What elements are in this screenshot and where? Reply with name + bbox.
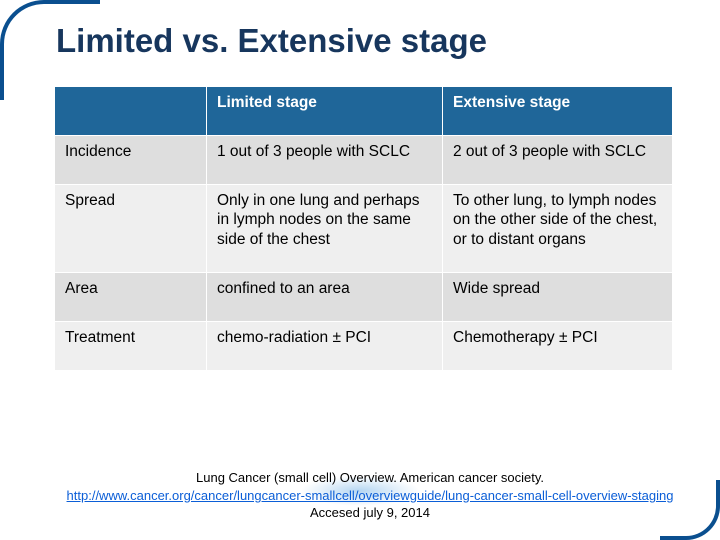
cell-extensive: 2 out of 3 people with SCLC (443, 135, 673, 184)
table-row: Area confined to an area Wide spread (55, 273, 673, 322)
cell-limited: 1 out of 3 people with SCLC (207, 135, 443, 184)
cell-extensive: Chemotherapy ± PCI (443, 321, 673, 370)
comparison-table: Limited stage Extensive stage Incidence … (54, 86, 673, 371)
citation-link[interactable]: http://www.cancer.org/cancer/lungcancer-… (67, 488, 674, 503)
row-label: Spread (55, 184, 207, 272)
table-header-row: Limited stage Extensive stage (55, 87, 673, 136)
page-title: Limited vs. Extensive stage (56, 22, 682, 60)
row-label: Incidence (55, 135, 207, 184)
citation-text: Lung Cancer (small cell) Overview. Ameri… (196, 470, 544, 485)
cell-limited: Only in one lung and perhaps in lymph no… (207, 184, 443, 272)
cell-extensive: Wide spread (443, 273, 673, 322)
table-row: Treatment chemo-radiation ± PCI Chemothe… (55, 321, 673, 370)
row-label: Treatment (55, 321, 207, 370)
row-label: Area (55, 273, 207, 322)
table-header-extensive: Extensive stage (443, 87, 673, 136)
cell-limited: confined to an area (207, 273, 443, 322)
table-header-empty (55, 87, 207, 136)
citation-footer: Lung Cancer (small cell) Overview. Ameri… (60, 469, 680, 522)
table-header-limited: Limited stage (207, 87, 443, 136)
cell-extensive: To other lung, to lymph nodes on the oth… (443, 184, 673, 272)
table-row: Spread Only in one lung and perhaps in l… (55, 184, 673, 272)
cell-limited: chemo-radiation ± PCI (207, 321, 443, 370)
table-row: Incidence 1 out of 3 people with SCLC 2 … (55, 135, 673, 184)
citation-suffix: Accesed july 9, 2014 (310, 505, 430, 520)
slide-content: Limited vs. Extensive stage Limited stag… (0, 0, 720, 540)
